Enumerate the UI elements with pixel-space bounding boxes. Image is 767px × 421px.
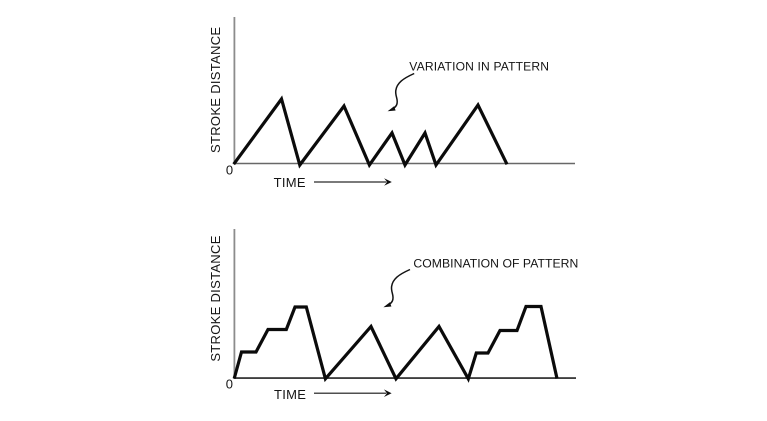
svg-text:STROKE DISTANCE: STROKE DISTANCE bbox=[208, 27, 223, 153]
svg-text:TIME: TIME bbox=[274, 387, 306, 402]
svg-text:STROKE DISTANCE: STROKE DISTANCE bbox=[208, 235, 223, 361]
svg-text:TIME: TIME bbox=[274, 175, 306, 190]
svg-text:0: 0 bbox=[226, 376, 233, 391]
svg-text:VARIATION IN PATTERN: VARIATION IN PATTERN bbox=[409, 59, 549, 73]
svg-text:COMBINATION OF PATTERN: COMBINATION OF PATTERN bbox=[413, 256, 578, 270]
svg-text:0: 0 bbox=[226, 163, 233, 178]
